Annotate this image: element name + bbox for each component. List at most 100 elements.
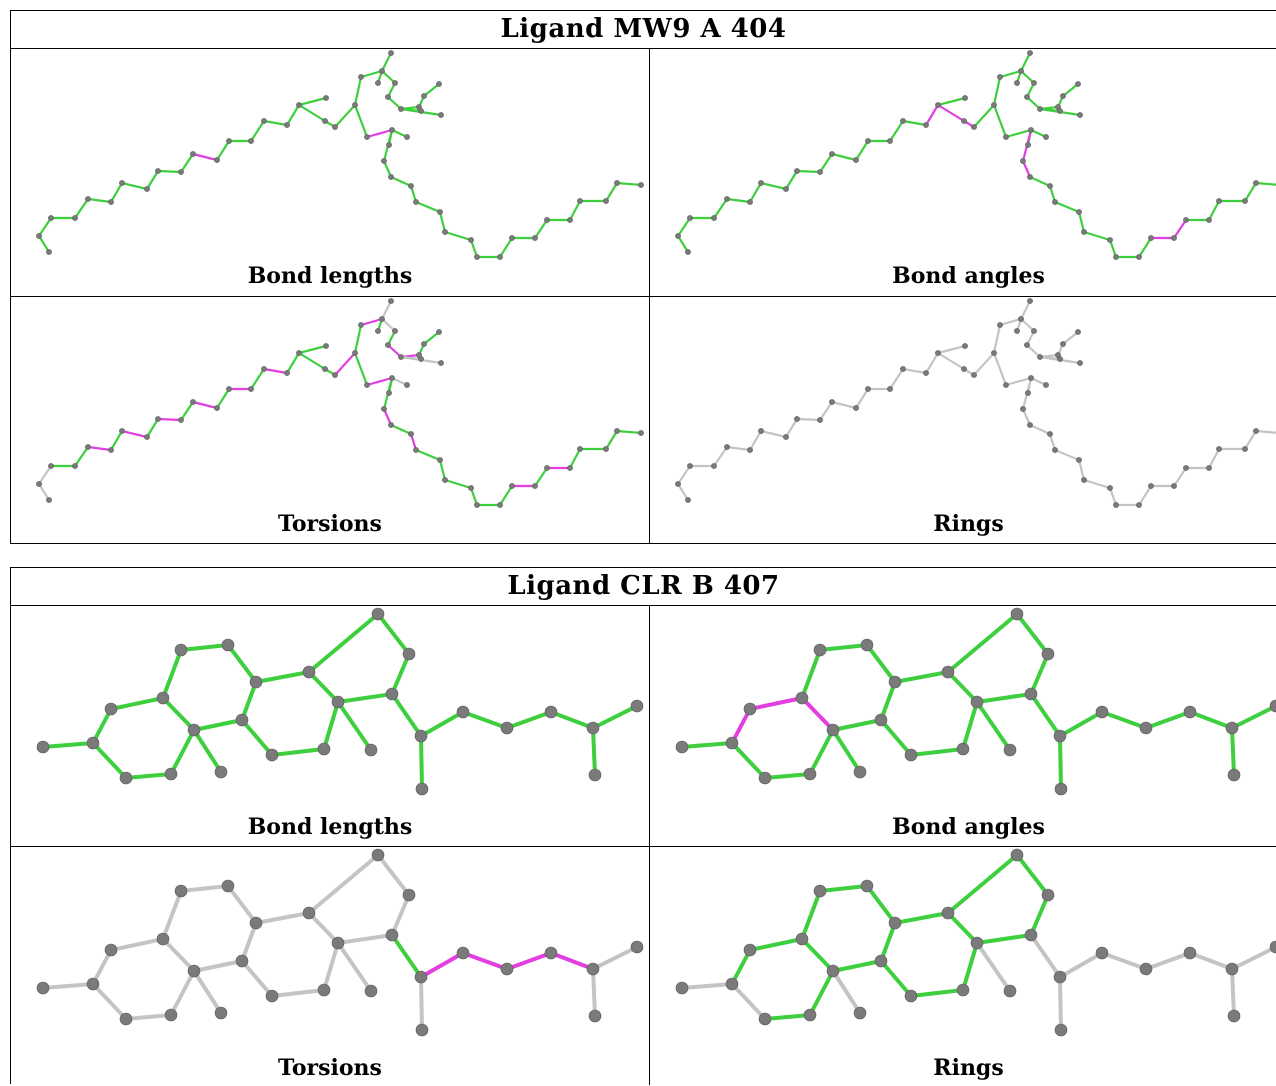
bond	[893, 911, 950, 925]
atom	[187, 723, 201, 737]
atom	[961, 118, 967, 124]
bond	[1004, 128, 1033, 139]
bond	[120, 181, 149, 191]
bond	[680, 982, 734, 990]
atom	[364, 134, 370, 140]
atom	[437, 457, 443, 463]
bond	[1230, 945, 1276, 971]
atom	[174, 643, 188, 657]
bond	[498, 236, 514, 259]
bond	[333, 103, 357, 129]
bond	[998, 317, 1023, 327]
bond	[1058, 975, 1063, 1032]
atom	[296, 350, 302, 356]
bond	[936, 344, 967, 355]
atom	[500, 962, 514, 976]
bond	[818, 152, 834, 174]
bond	[800, 889, 822, 941]
atom	[1076, 209, 1082, 215]
panel-caption: Bond lengths	[247, 814, 413, 840]
atom	[413, 199, 419, 205]
bond	[888, 119, 905, 143]
bond	[808, 728, 835, 776]
bond	[1021, 159, 1032, 179]
bond	[169, 728, 196, 776]
panel-caption: Rings	[933, 511, 1004, 537]
bond	[353, 323, 363, 355]
bond	[297, 103, 327, 123]
atom	[386, 142, 392, 148]
bond	[946, 670, 979, 704]
bond	[376, 612, 411, 656]
bond	[419, 734, 424, 791]
atom	[221, 879, 235, 893]
atom	[743, 702, 757, 716]
atom	[392, 80, 398, 86]
atom	[630, 699, 644, 713]
atom	[389, 127, 395, 133]
bond	[469, 238, 479, 259]
atom	[302, 906, 316, 920]
atom	[588, 768, 602, 782]
atom	[747, 199, 753, 205]
ligand-clr-table: Ligand CLR B 407 Bond lengths Bond angle…	[10, 567, 1276, 1085]
bond	[86, 197, 113, 204]
bond	[124, 772, 173, 780]
atom	[544, 465, 550, 471]
atom	[1206, 217, 1212, 223]
atom	[860, 638, 874, 652]
atom	[119, 1012, 133, 1026]
atom	[402, 647, 416, 661]
atom	[630, 940, 644, 954]
bond	[240, 680, 258, 722]
atom	[685, 497, 691, 503]
bond	[748, 937, 804, 952]
bond	[946, 911, 979, 945]
atom	[1020, 406, 1026, 412]
atom	[323, 95, 329, 101]
bond	[353, 75, 363, 107]
atom	[962, 343, 968, 349]
atom	[795, 932, 809, 946]
atom	[970, 936, 984, 950]
bond	[1029, 652, 1050, 696]
bond	[191, 152, 219, 162]
atom	[436, 329, 442, 335]
bond	[297, 351, 327, 371]
atom	[352, 350, 358, 356]
atom	[442, 229, 448, 235]
bond	[901, 367, 928, 375]
atom	[1113, 502, 1119, 508]
atom	[156, 932, 170, 946]
atom	[962, 95, 968, 101]
atom	[1139, 721, 1153, 735]
atom	[1027, 298, 1033, 304]
bond	[759, 429, 788, 439]
atom	[36, 740, 50, 754]
atom	[1057, 356, 1063, 362]
bond	[41, 741, 95, 749]
atom	[249, 916, 263, 930]
bond	[946, 612, 1019, 674]
bond	[297, 96, 328, 107]
atom	[178, 169, 184, 175]
bond	[285, 103, 301, 127]
bond	[120, 429, 149, 439]
bond	[1254, 181, 1276, 186]
bond	[353, 351, 369, 387]
atom	[1095, 705, 1109, 719]
atom	[414, 970, 428, 984]
atom	[1024, 342, 1030, 348]
atom	[1014, 80, 1020, 86]
bond	[419, 951, 465, 979]
atom	[352, 102, 358, 108]
bond	[730, 707, 752, 745]
atom	[156, 691, 170, 705]
atom	[1014, 328, 1020, 334]
atom	[874, 713, 888, 727]
atom	[544, 946, 558, 960]
atom	[398, 106, 404, 112]
bond	[461, 710, 509, 730]
bond	[109, 429, 124, 452]
bond	[909, 988, 965, 998]
